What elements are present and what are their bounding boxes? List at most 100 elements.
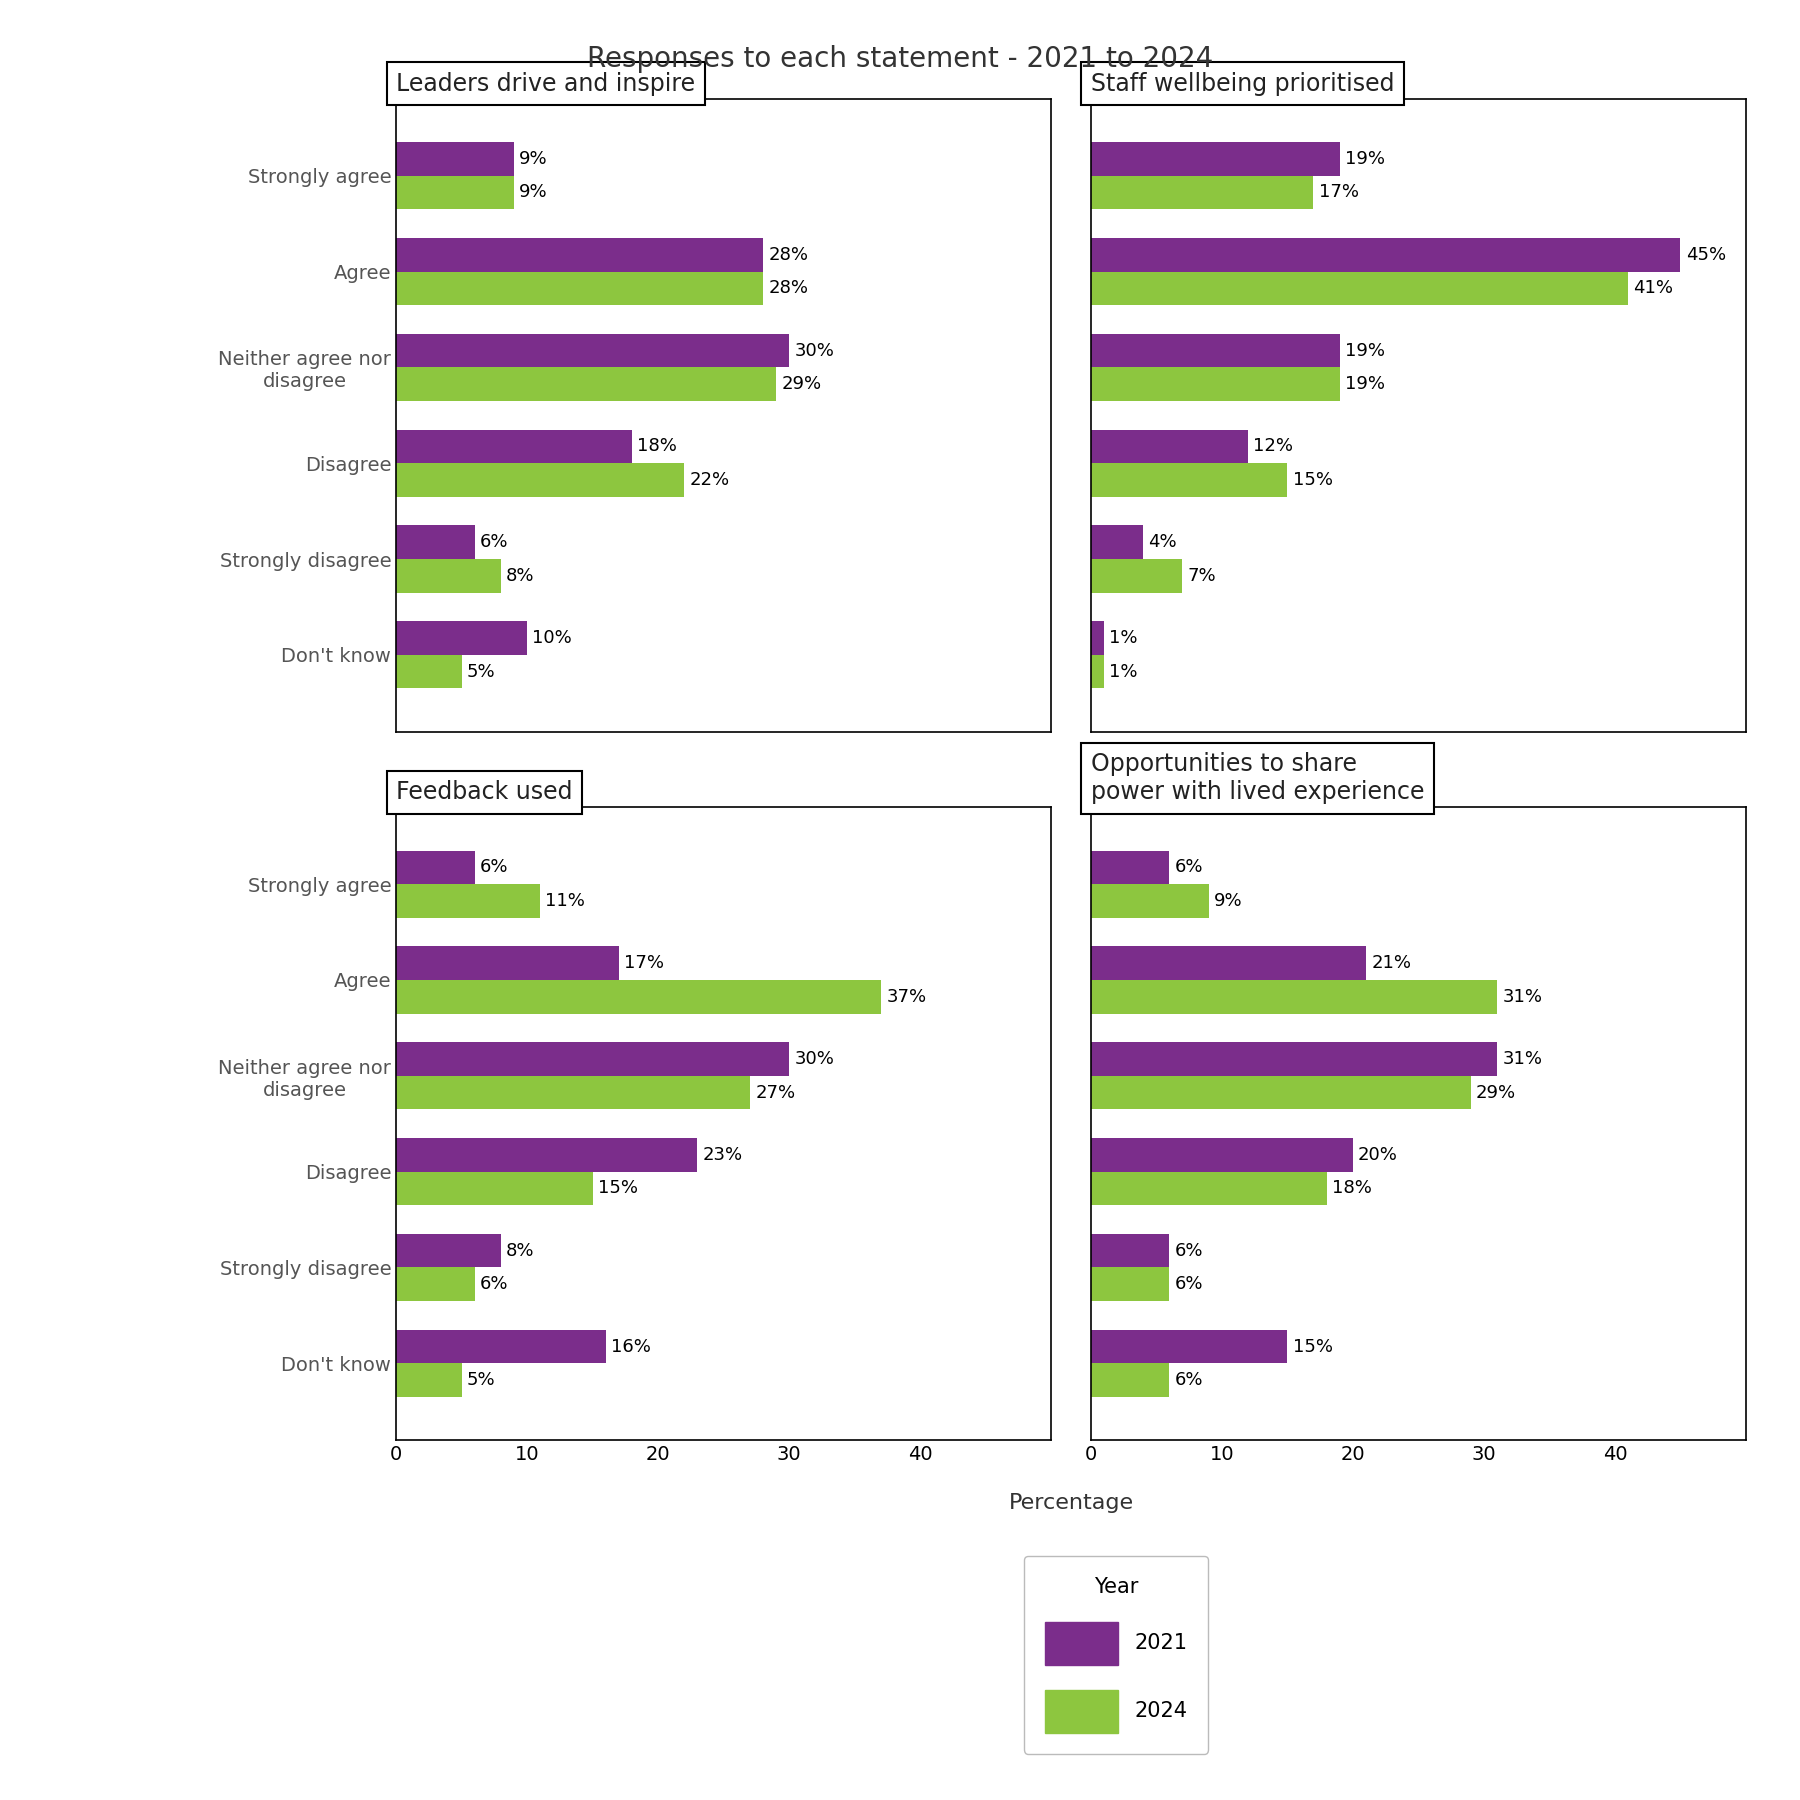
Bar — [1091, 1042, 1498, 1076]
Text: 5%: 5% — [466, 1372, 495, 1390]
Text: 7%: 7% — [1188, 567, 1217, 585]
Text: 30%: 30% — [794, 342, 835, 360]
Text: 16%: 16% — [610, 1337, 652, 1355]
Text: 6%: 6% — [1175, 1274, 1202, 1292]
Text: 6%: 6% — [1175, 859, 1202, 877]
Bar — [1091, 333, 1339, 367]
Text: 9%: 9% — [518, 184, 547, 202]
Bar — [1091, 851, 1170, 884]
Bar — [396, 1235, 500, 1267]
Bar — [1091, 272, 1627, 304]
Text: 18%: 18% — [1332, 1179, 1372, 1197]
Bar — [1091, 1138, 1354, 1172]
Legend: 2021, 2024: 2021, 2024 — [1024, 1555, 1208, 1753]
Bar — [396, 1042, 788, 1076]
Bar — [396, 176, 515, 209]
Bar — [1091, 526, 1143, 560]
Bar — [396, 1363, 461, 1397]
Bar — [396, 1267, 475, 1301]
Text: 15%: 15% — [1292, 1337, 1332, 1355]
Text: 17%: 17% — [1319, 184, 1359, 202]
Bar — [1091, 884, 1208, 918]
Text: 22%: 22% — [689, 472, 729, 490]
Text: 9%: 9% — [1213, 891, 1242, 909]
Bar — [1091, 176, 1314, 209]
Bar — [1091, 1235, 1170, 1267]
Text: 12%: 12% — [1253, 437, 1292, 455]
Text: 29%: 29% — [781, 374, 821, 392]
Text: 18%: 18% — [637, 437, 677, 455]
Text: 4%: 4% — [1148, 533, 1177, 551]
Bar — [1091, 947, 1366, 979]
Bar — [396, 884, 540, 918]
Bar — [1091, 463, 1287, 497]
Bar — [396, 526, 475, 560]
Text: 6%: 6% — [481, 859, 508, 877]
Text: 17%: 17% — [625, 954, 664, 972]
Bar — [1091, 1330, 1287, 1363]
Text: 41%: 41% — [1633, 279, 1674, 297]
Bar — [396, 430, 632, 463]
Bar — [1091, 1076, 1471, 1109]
Text: 19%: 19% — [1345, 342, 1384, 360]
Bar — [1091, 238, 1681, 272]
Text: 9%: 9% — [518, 149, 547, 167]
Text: 20%: 20% — [1357, 1147, 1399, 1165]
Text: Feedback used: Feedback used — [396, 779, 572, 805]
Text: Responses to each statement - 2021 to 2024: Responses to each statement - 2021 to 20… — [587, 45, 1213, 74]
Bar — [396, 655, 461, 688]
Text: 10%: 10% — [533, 630, 572, 648]
Bar — [396, 463, 684, 497]
Bar — [1091, 1267, 1170, 1301]
Bar — [1091, 430, 1247, 463]
Text: 27%: 27% — [756, 1084, 796, 1102]
Bar — [396, 367, 776, 401]
Bar — [396, 1076, 751, 1109]
Text: 28%: 28% — [769, 247, 808, 265]
Text: 29%: 29% — [1476, 1084, 1516, 1102]
Bar — [1091, 621, 1103, 655]
Text: 37%: 37% — [886, 988, 927, 1006]
Text: 6%: 6% — [1175, 1372, 1202, 1390]
Bar — [1091, 1363, 1170, 1397]
Text: 30%: 30% — [794, 1049, 835, 1067]
Bar — [1091, 979, 1498, 1013]
Bar — [1091, 655, 1103, 688]
Bar — [1091, 367, 1339, 401]
Text: 45%: 45% — [1687, 247, 1726, 265]
Text: 21%: 21% — [1372, 954, 1411, 972]
Bar — [396, 238, 763, 272]
Text: 8%: 8% — [506, 1242, 535, 1260]
Bar — [1091, 142, 1339, 176]
Text: Percentage: Percentage — [1008, 1492, 1134, 1514]
Text: 23%: 23% — [702, 1147, 743, 1165]
Text: 8%: 8% — [506, 567, 535, 585]
Bar — [396, 272, 763, 304]
Text: 19%: 19% — [1345, 149, 1384, 167]
Text: Opportunities to share
power with lived experience: Opportunities to share power with lived … — [1091, 752, 1424, 805]
Bar — [396, 1138, 697, 1172]
Text: 31%: 31% — [1503, 1049, 1543, 1067]
Text: Leaders drive and inspire: Leaders drive and inspire — [396, 72, 695, 95]
Text: 1%: 1% — [1109, 662, 1138, 680]
Bar — [396, 1330, 607, 1363]
Bar — [396, 560, 500, 592]
Bar — [396, 851, 475, 884]
Text: 6%: 6% — [481, 533, 508, 551]
Bar — [1091, 1172, 1327, 1206]
Text: 19%: 19% — [1345, 374, 1384, 392]
Text: 1%: 1% — [1109, 630, 1138, 648]
Bar — [396, 142, 515, 176]
Text: 15%: 15% — [598, 1179, 637, 1197]
Bar — [396, 621, 527, 655]
Text: Staff wellbeing prioritised: Staff wellbeing prioritised — [1091, 72, 1395, 95]
Text: 31%: 31% — [1503, 988, 1543, 1006]
Bar — [396, 1172, 592, 1206]
Text: 11%: 11% — [545, 891, 585, 909]
Text: 5%: 5% — [466, 662, 495, 680]
Bar — [396, 979, 880, 1013]
Bar — [1091, 560, 1183, 592]
Text: 15%: 15% — [1292, 472, 1332, 490]
Bar — [396, 947, 619, 979]
Text: 6%: 6% — [1175, 1242, 1202, 1260]
